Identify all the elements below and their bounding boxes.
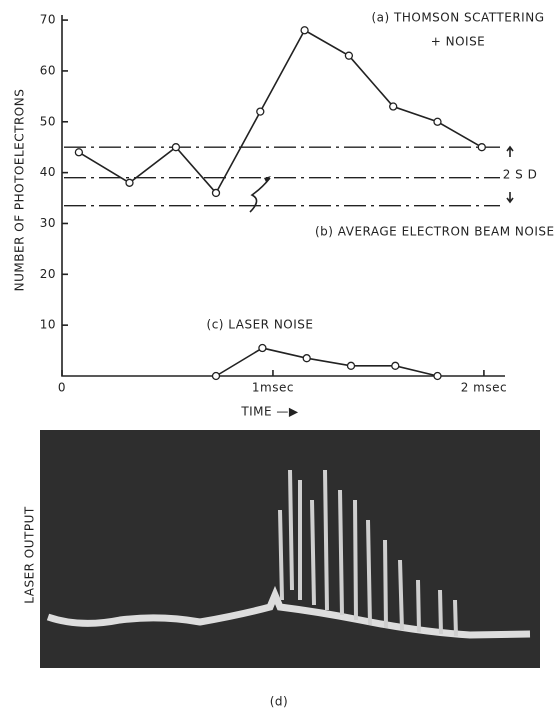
photo-label: LASER OUTPUT <box>23 506 37 604</box>
y-axis-label: NUMBER OF PHOTOELECTRONS <box>13 89 27 292</box>
x-tick-label: 2 msec <box>461 381 507 395</box>
sd-bracket <box>506 145 514 204</box>
data-point <box>477 143 486 152</box>
data-point <box>258 343 267 353</box>
caption: (d) <box>270 695 288 709</box>
series-line <box>78 29 483 195</box>
data-point <box>300 26 309 35</box>
photo-trace <box>46 585 531 639</box>
arrow-head <box>264 176 271 182</box>
x-axis-label: TIME —▶ <box>240 405 299 419</box>
data-point <box>74 148 84 157</box>
series-label: (c) LASER NOISE <box>207 318 314 332</box>
pointer-arrow <box>249 177 271 213</box>
data-point <box>391 361 400 370</box>
y-tick-label: 10 <box>40 318 56 332</box>
data-point <box>171 143 181 152</box>
data-point <box>344 51 354 60</box>
data-point <box>389 102 398 111</box>
data-point <box>302 354 311 363</box>
data-point <box>125 178 134 187</box>
data-point <box>211 188 221 198</box>
annotation: 2 S D <box>503 168 538 182</box>
x-tick-label: 0 <box>58 381 66 395</box>
y-tick-label: 40 <box>40 165 56 179</box>
annotation: + NOISE <box>431 35 486 49</box>
data-point <box>433 371 442 381</box>
data-point <box>256 107 265 116</box>
photo-streaks <box>278 469 458 637</box>
series-line <box>215 347 438 377</box>
x-tick-label: 1msec <box>252 381 294 395</box>
series-label: (a) THOMSON SCATTERING <box>372 11 545 25</box>
annotation: (b) AVERAGE ELECTRON BEAM NOISE <box>315 225 555 239</box>
data-point <box>211 371 221 381</box>
y-tick-label: 20 <box>40 267 56 281</box>
y-tick-label: 30 <box>40 216 56 230</box>
y-tick-label: 60 <box>40 63 56 77</box>
y-tick-label: 70 <box>40 13 56 27</box>
data-point <box>433 117 442 126</box>
data-point <box>346 361 356 370</box>
y-tick-label: 50 <box>40 114 56 128</box>
